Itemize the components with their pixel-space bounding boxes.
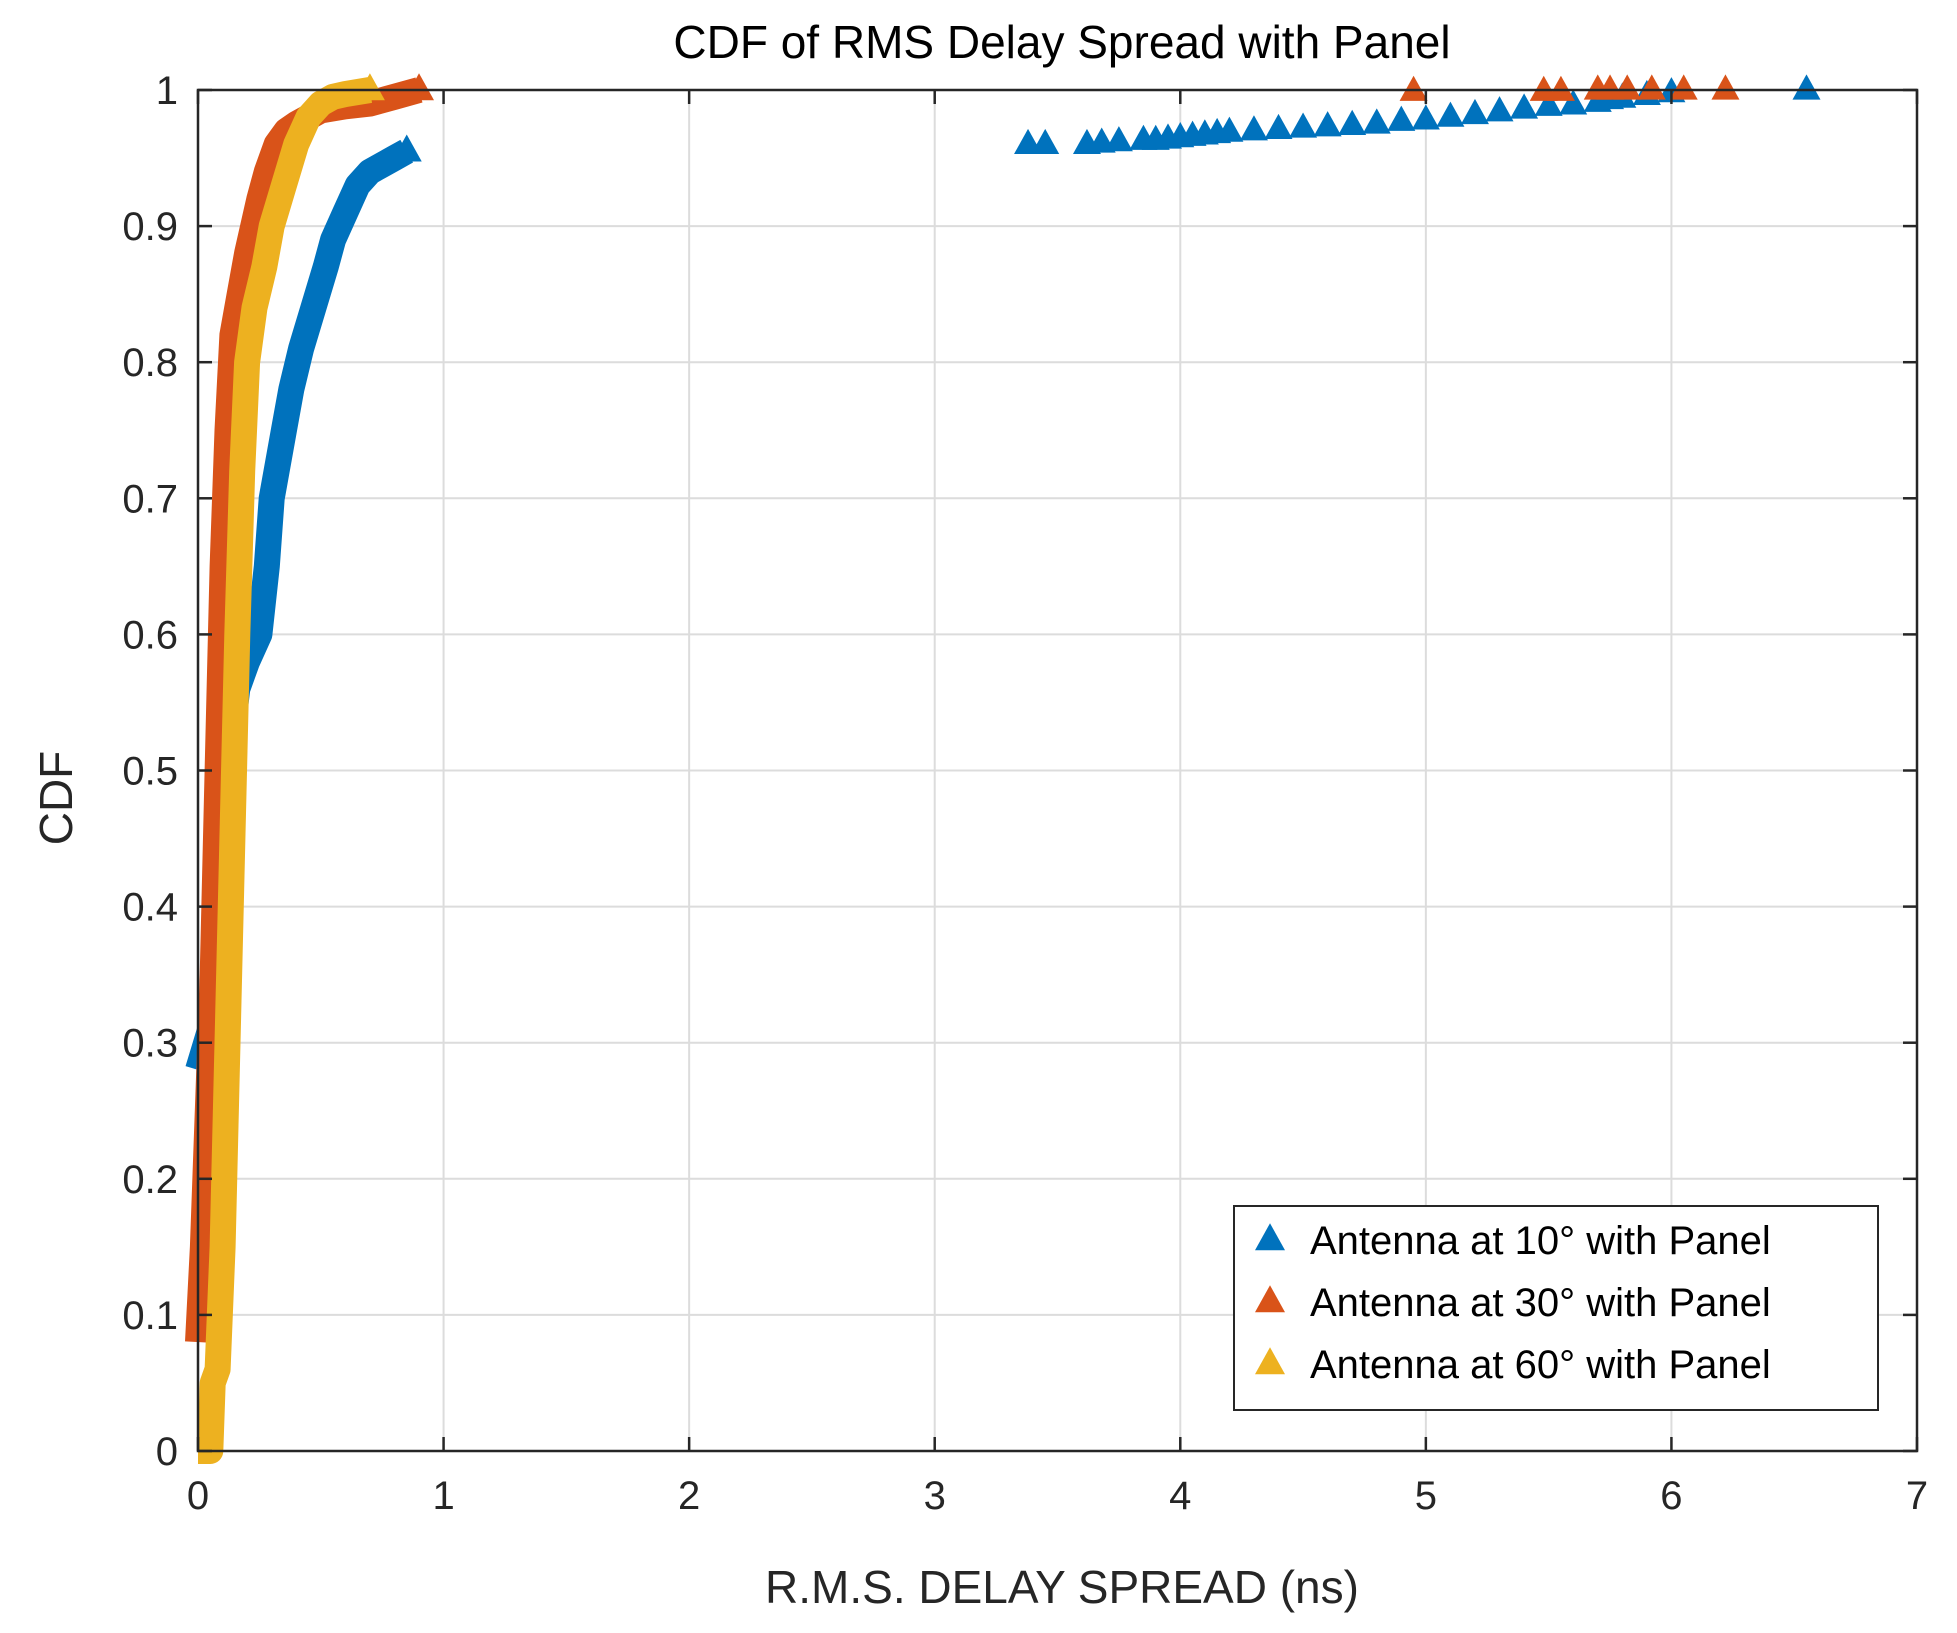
series-1-point (1460, 98, 1489, 125)
legend-marker-1 (1255, 1223, 1285, 1251)
x-tick-label: 7 (1906, 1474, 1928, 1518)
y-tick-label: 0.5 (122, 750, 178, 794)
legend-marker-2 (1255, 1285, 1285, 1313)
tick-layer: 0 1 2 3 4 5 6 7 0 0.1 0.2 0.3 0.4 0.5 0.6 0.7 0.8 0.9 1 (122, 69, 1928, 1518)
series-1-point (1215, 116, 1244, 142)
x-tick-label: 5 (1415, 1474, 1437, 1518)
series-1-point (1387, 105, 1416, 131)
series-1-point (1510, 93, 1539, 119)
y-tick-label: 0.7 (122, 477, 178, 521)
y-axis-title: CDF (30, 751, 82, 846)
x-tick-label: 0 (187, 1474, 209, 1518)
series-2-point (1546, 75, 1575, 101)
series-1-point (1338, 109, 1367, 135)
series-3-cdf-line (197, 77, 373, 1464)
legend-marker-3 (1255, 1347, 1285, 1375)
y-tick-label: 0.8 (122, 341, 178, 385)
series-2-point (1399, 75, 1428, 101)
y-tick-label: 1 (156, 69, 178, 113)
series-1-point (1436, 101, 1465, 127)
series-1-point (1411, 104, 1440, 130)
legend-label-2: Antenna at 30° with Panel (1310, 1281, 1771, 1325)
series-1-point (1264, 113, 1293, 140)
series-2-point (1669, 74, 1698, 100)
x-tick-label: 1 (432, 1474, 454, 1518)
series-2-end-marker (404, 73, 435, 101)
legend-box (1233, 1205, 1879, 1411)
series-1-point (1534, 90, 1563, 116)
legend-label-1: Antenna at 10° with Panel (1310, 1219, 1771, 1263)
chart-title: CDF of RMS Delay Spread with Panel (673, 16, 1450, 68)
series-1-point (1031, 128, 1060, 155)
series-1-point (1313, 111, 1342, 137)
y-tick-label: 0.6 (122, 613, 178, 657)
series-1-end-marker (391, 134, 422, 162)
series-2-point (1711, 74, 1740, 100)
series-3-end-marker (354, 73, 385, 101)
x-tick-label: 4 (1169, 1474, 1191, 1518)
x-tick-label: 6 (1660, 1474, 1682, 1518)
legend-entries: Antenna at 10° with Panel Antenna at 30° … (1255, 1219, 1771, 1387)
data-layer (185, 73, 1821, 1464)
series-1-point (1792, 74, 1821, 100)
series-2-point (1613, 74, 1642, 100)
legend-label-3: Antenna at 60° with Panel (1310, 1343, 1771, 1387)
series-1-point (1362, 108, 1391, 134)
series-1-point (1485, 96, 1514, 122)
legend: Antenna at 10° with Panel Antenna at 30° … (1233, 1205, 1879, 1411)
y-tick-label: 0.9 (122, 205, 178, 249)
y-tick-label: 0.1 (122, 1294, 178, 1338)
y-tick-label: 0 (156, 1430, 178, 1474)
series-1-point (1559, 89, 1588, 115)
y-tick-label: 0.4 (122, 886, 178, 930)
series-1-point (1289, 112, 1318, 138)
series-3 (197, 73, 385, 1464)
x-tick-label: 2 (678, 1474, 700, 1518)
y-tick-label: 0.2 (122, 1158, 178, 1202)
y-tick-label: 0.3 (122, 1022, 178, 1066)
grid-layer (198, 90, 1917, 1451)
x-tick-label: 3 (924, 1474, 946, 1518)
series-1-point (1104, 126, 1133, 152)
series-1-point (1239, 115, 1268, 141)
series-2-point (1637, 74, 1666, 100)
x-axis-title: R.M.S. DELAY SPREAD (ns) (765, 1561, 1359, 1613)
